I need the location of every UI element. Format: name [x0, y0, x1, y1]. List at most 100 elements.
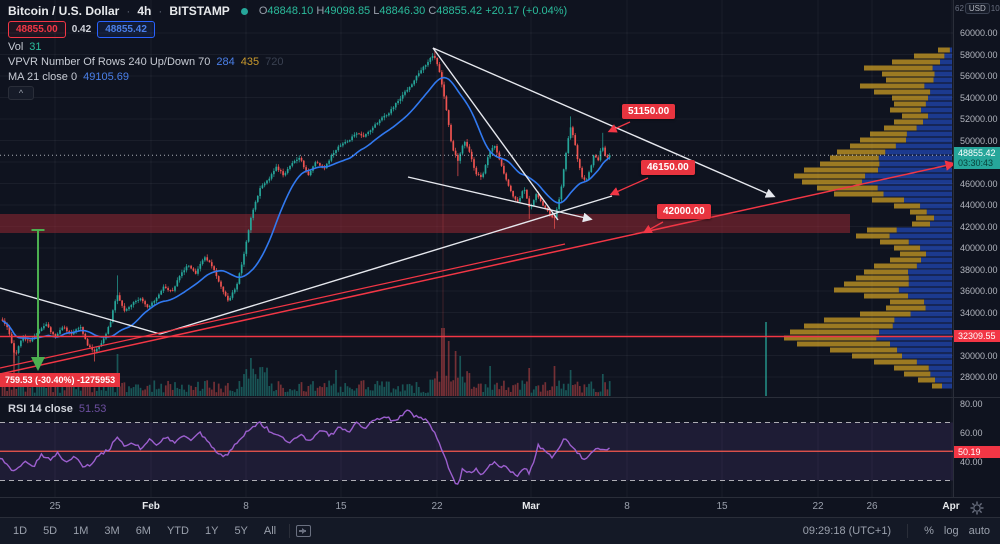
volume-indicator-label[interactable]: Vol — [8, 41, 24, 53]
axis-top-left-text: 62 — [955, 4, 964, 13]
open-label: O — [258, 5, 268, 17]
range-button-5Y[interactable]: 5Y — [234, 525, 248, 537]
price-tick-label: 28000.00 — [960, 372, 998, 382]
open-value: 48848.10 — [267, 5, 314, 17]
trendline-drawings[interactable] — [0, 47, 953, 375]
alert-price-badge: 32309.55 — [954, 330, 1000, 342]
time-axis[interactable]: 25 Feb 8 15 22 Mar 8 15 22 26 Apr — [0, 497, 1000, 517]
low-label: L — [373, 5, 380, 17]
auto-scale-button[interactable]: auto — [968, 525, 990, 537]
range-button-1D[interactable]: 1D — [13, 525, 28, 537]
spread-value: 0.42 — [71, 24, 92, 35]
candlestick-series — [1, 48, 611, 364]
high-value: 49098.85 — [324, 5, 371, 17]
range-button-6M[interactable]: 6M — [135, 525, 151, 537]
rsi-indicator-label[interactable]: RSI 14 close — [8, 403, 73, 415]
ma-indicator-value: 49105.69 — [83, 71, 129, 83]
vpvr-up-value: 284 — [216, 56, 235, 68]
main-chart-canvas[interactable] — [0, 0, 953, 397]
price-axis[interactable]: 62 USD 10 48855.42 03:30:43 32309.55 50.… — [953, 0, 1000, 497]
change-value: +20.17 (+0.04%) — [485, 5, 568, 17]
price-tick-label: 30000.00 — [960, 350, 998, 361]
range-button-3M[interactable]: 3M — [104, 525, 120, 537]
clock-display[interactable]: 09:29:18 (UTC+1) — [802, 525, 892, 537]
ma-line[interactable] — [2, 76, 611, 340]
price-tick-label: 42000.00 — [960, 221, 998, 232]
price-callout-label[interactable]: 46150.00 — [641, 160, 695, 175]
pane-separator[interactable] — [0, 397, 1000, 398]
volume-series — [1, 328, 611, 396]
price-tick-label: 50000.00 — [960, 135, 998, 146]
price-axis-top-row: 62 USD 10 — [955, 3, 1000, 14]
price-tick-label: 60.00 — [960, 428, 983, 438]
ohlc-values: O48848.10 H49098.85 L48846.30 C48855.42 … — [259, 5, 567, 17]
vpvr-down-value: 435 — [240, 56, 260, 68]
time-tick-label: 15 — [335, 501, 347, 512]
rsi-pane-canvas[interactable] — [0, 398, 953, 497]
rsi-indicator-value: 51.53 — [78, 403, 107, 415]
price-callout-label[interactable]: 42000.00 — [657, 204, 711, 219]
price-tick-label: 40000.00 — [960, 243, 998, 253]
price-callout-label[interactable]: 51150.00 — [622, 104, 676, 119]
support-zone-band[interactable] — [0, 214, 850, 233]
toolbar-divider — [289, 524, 291, 538]
bar-countdown-timer: 03:30:43 — [958, 158, 994, 168]
low-value: 48846.30 — [379, 5, 426, 17]
symbol-title-row[interactable]: Bitcoin / U.S. Dollar · 4h · BITSTAMP O4… — [8, 4, 567, 18]
range-button-YTD[interactable]: YTD — [166, 525, 189, 537]
time-tick-label: 15 — [716, 501, 728, 512]
market-status-icon[interactable] — [240, 7, 248, 15]
rsi-line[interactable] — [0, 409, 610, 485]
buy-button[interactable]: 48855.42 — [97, 21, 155, 38]
interval-label[interactable]: 4h — [137, 4, 152, 18]
axis-settings-gear-icon[interactable] — [969, 500, 985, 516]
price-tick-label: 46000.00 — [960, 178, 998, 189]
price-tick-label: 58000.00 — [960, 49, 998, 60]
grid-lines — [0, 0, 953, 397]
time-tick-label: 22 — [431, 501, 443, 512]
close-label: C — [428, 5, 437, 17]
title-separator: · — [158, 4, 163, 18]
title-separator: · — [126, 4, 131, 18]
price-tick-label: 38000.00 — [960, 264, 998, 275]
legend-collapse-button[interactable]: ^ — [8, 86, 34, 100]
bottom-toolbar: 1D 5D 1M 3M 6M YTD 1Y 5Y All 09:29:18 (UTC+1) % … — [0, 517, 1000, 544]
vpvr-indicator-label[interactable]: VPVR Number Of Rows 240 Up/Down 70 — [8, 56, 211, 68]
price-tick-label: 56000.00 — [960, 71, 998, 81]
price-tick-label: 34000.00 — [960, 307, 998, 318]
time-tick-label: 26 — [866, 501, 878, 512]
range-button-1M[interactable]: 1M — [73, 525, 89, 537]
price-tick-label: 40.00 — [960, 457, 983, 467]
go-to-date-icon[interactable] — [296, 525, 312, 537]
axis-top-right-text: 10 — [990, 4, 1000, 13]
price-tick-label: 36000.00 — [960, 286, 998, 296]
volume-indicator-value: 31 — [29, 41, 42, 53]
measurement-arrow[interactable] — [31, 229, 45, 371]
range-button-5D[interactable]: 5D — [43, 525, 58, 537]
vpvr-total-value: 720 — [265, 56, 284, 68]
current-price-badge: 48855.42 03:30:43 — [954, 147, 1000, 169]
log-scale-button[interactable]: log — [943, 525, 959, 537]
current-price-value: 48855.42 — [958, 148, 996, 158]
exchange-label[interactable]: BITSTAMP — [169, 4, 230, 18]
price-tick-label: 80.00 — [960, 399, 983, 409]
ma-indicator-label[interactable]: MA 21 close 0 — [8, 71, 78, 83]
range-button-All[interactable]: All — [263, 525, 277, 537]
time-tick-label: 25 — [49, 501, 61, 512]
percent-scale-button[interactable]: % — [924, 525, 934, 537]
close-value: 48855.42 — [436, 5, 483, 17]
time-tick-label: Apr — [942, 501, 960, 512]
range-button-1Y[interactable]: 1Y — [204, 525, 219, 537]
measurement-result-label[interactable]: 759.53 (-30.40%) -1275953 — [0, 373, 121, 387]
date-range-buttons: 1D 5D 1M 3M 6M YTD 1Y 5Y All — [0, 523, 283, 539]
time-tick-label: 8 — [624, 501, 630, 512]
price-tick-label: 44000.00 — [960, 200, 998, 210]
price-tick-label: 52000.00 — [960, 114, 998, 124]
rsi-indicator-legend[interactable]: RSI 14 close 51.53 — [8, 403, 106, 415]
price-tick-label: 60000.00 — [960, 28, 998, 38]
symbol-name[interactable]: Bitcoin / U.S. Dollar — [8, 4, 120, 18]
sell-button[interactable]: 48855.00 — [8, 21, 66, 38]
time-tick-label: 8 — [243, 501, 249, 512]
currency-unit-button[interactable]: USD — [964, 3, 990, 14]
